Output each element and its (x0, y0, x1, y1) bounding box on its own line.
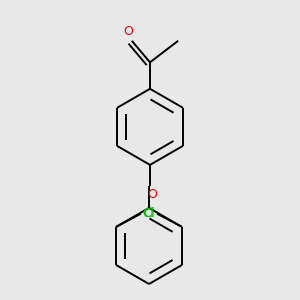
Text: Cl: Cl (142, 207, 154, 220)
Text: O: O (147, 188, 157, 201)
Text: Cl: Cl (144, 207, 155, 220)
Text: O: O (123, 25, 133, 38)
